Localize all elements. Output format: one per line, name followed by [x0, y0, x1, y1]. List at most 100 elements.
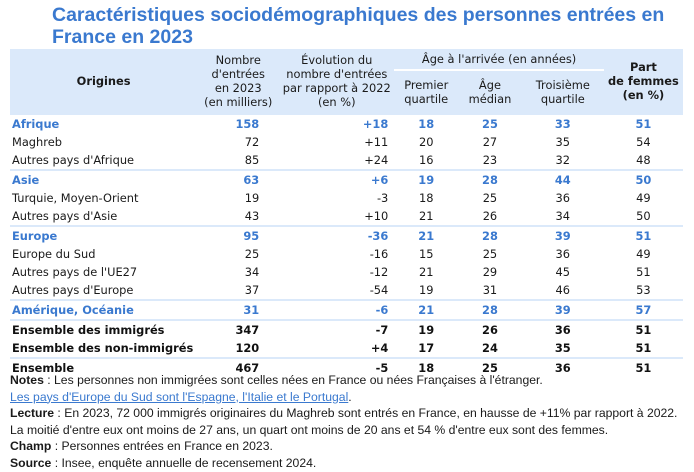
table-row: Ensemble des immigrés 347 -7 19 26 36 51 — [10, 319, 683, 339]
cell-evolution: +18 — [279, 113, 395, 133]
cell-count: 158 — [197, 113, 280, 133]
header-line: Évolution du — [301, 53, 373, 67]
champ-label: Champ — [10, 439, 52, 453]
cell-women-share: 48 — [636, 153, 651, 167]
header-line: Part — [630, 60, 657, 74]
cell-median: 29 — [482, 265, 498, 279]
table-row: Afrique 158 +18 18 25 33 51 — [10, 113, 683, 133]
table-row: Autres pays d'Afrique 85 +24 16 23 32 48 — [10, 151, 683, 170]
header-count: Nombre d'entrées en 2023 (en milliers) — [197, 49, 280, 114]
cell-third-quartile: 36 — [521, 357, 604, 377]
cell-count: 25 — [244, 247, 260, 261]
cell-women-share: 51 — [603, 225, 683, 245]
europe-sud-link[interactable]: Les pays d'Europe du Sud sont l'Espagne,… — [10, 389, 349, 404]
source-label: Source — [10, 455, 52, 470]
header-third-quartile: Troisième quartile — [521, 70, 604, 114]
page-title: Caractéristiques sociodémographiques des… — [52, 4, 665, 48]
cell-third-quartile: 44 — [521, 169, 604, 189]
header-first-quartile: Premier quartile — [394, 70, 459, 114]
table-row: Asie 63 +6 19 28 44 50 — [10, 169, 683, 189]
row-label: Autres pays d'Asie — [12, 209, 118, 223]
header-line: par rapport à 2022 — [282, 81, 391, 95]
cell-women-share: 51 — [603, 319, 683, 339]
lecture-label: Lecture — [10, 406, 55, 420]
cell-women-share: 54 — [636, 135, 651, 149]
cell-first-quartile: 18 — [394, 113, 459, 133]
cell-first-quartile: 16 — [418, 153, 434, 167]
cell-first-quartile: 21 — [418, 209, 434, 223]
cell-women-share: 57 — [603, 299, 683, 320]
notes-text: : Les personnes non immigrées sont celle… — [43, 373, 543, 387]
cell-women-share: 51 — [636, 265, 651, 279]
header-evolution: Évolution du nombre d'entrées par rappor… — [279, 49, 395, 114]
row-label: Ensemble des non-immigrés — [12, 341, 194, 355]
cell-evolution: -5 — [279, 357, 395, 377]
header-line: nombre d'entrées — [286, 67, 388, 81]
row-label: Autres pays d'Europe — [12, 283, 134, 297]
row-label: Asie — [10, 169, 198, 189]
header-age-group: Âge à l'arrivée (en années) — [394, 49, 604, 71]
row-label: Ensemble des immigrés — [10, 319, 198, 339]
cell-median: 26 — [482, 209, 498, 223]
data-table: Origines Nombre d'entrées en 2023 (en mi… — [10, 49, 683, 377]
table-row: Europe du Sud 25 -16 15 25 36 49 — [10, 245, 683, 263]
cell-median: 31 — [482, 283, 498, 297]
cell-first-quartile: 17 — [418, 341, 435, 355]
cell-evolution: +11 — [364, 135, 389, 149]
table-row: Turquie, Moyen-Orient 19 -3 18 25 36 49 — [10, 189, 683, 207]
cell-third-quartile: 32 — [555, 153, 571, 167]
cell-median: 25 — [482, 247, 498, 261]
cell-count: 347 — [197, 319, 280, 339]
cell-evolution: -16 — [369, 247, 389, 261]
champ-text: : Personnes entrées en France en 2023. — [51, 439, 273, 453]
champ-line: Champ : Personnes entrées en France en 2… — [10, 438, 690, 455]
cell-count: 34 — [244, 265, 260, 279]
cell-first-quartile: 19 — [394, 319, 459, 339]
cell-median: 25 — [482, 191, 498, 205]
cell-first-quartile: 21 — [418, 265, 434, 279]
table-row: Autres pays d'Europe 37 -54 19 31 46 53 — [10, 281, 683, 300]
notes-block: Notes : Les personnes non immigrées sont… — [10, 372, 690, 471]
cell-count: 37 — [244, 283, 260, 297]
row-label: Autres pays d'Afrique — [12, 153, 135, 167]
cell-evolution: +24 — [364, 153, 389, 167]
row-label: Amérique, Océanie — [10, 299, 198, 320]
table-row: Amérique, Océanie 31 -6 21 28 39 57 — [10, 299, 683, 320]
header-line: quartile — [540, 92, 585, 106]
source-line: Source : Insee, enquête annuelle de rece… — [10, 455, 690, 472]
cell-count: 63 — [197, 169, 280, 189]
header-line: (en %) — [317, 95, 356, 109]
cell-count: 95 — [197, 225, 280, 245]
cell-count: 72 — [244, 135, 260, 149]
row-label: Europe du Sud — [12, 247, 96, 261]
cell-evolution: -6 — [279, 299, 395, 320]
cell-count: 120 — [235, 341, 260, 355]
cell-women-share: 50 — [636, 209, 651, 223]
header-line: de femmes — [608, 74, 679, 88]
notes-label: Notes — [10, 373, 44, 387]
table-row: Autres pays d'Asie 43 +10 21 26 34 50 — [10, 207, 683, 226]
table-row: Ensemble des non-immigrés 120 +4 17 24 35 51 — [10, 339, 683, 358]
cell-count: 467 — [197, 357, 280, 377]
lecture-line: Lecture : En 2023, 72 000 immigrés origi… — [10, 405, 690, 438]
header-origins: Origines — [10, 49, 198, 114]
cell-third-quartile: 39 — [521, 299, 604, 320]
table-body: Afrique 158 +18 18 25 33 51 Maghreb 72 +11 20 27 35 5… — [10, 113, 683, 377]
cell-first-quartile: 21 — [394, 299, 459, 320]
cell-median: 28 — [458, 299, 522, 320]
cell-median: 23 — [482, 153, 498, 167]
cell-evolution: -7 — [279, 319, 395, 339]
row-label: Europe — [10, 225, 198, 245]
cell-evolution: -36 — [279, 225, 395, 245]
header-median: Âge médian — [458, 70, 522, 114]
row-label: Afrique — [10, 113, 198, 133]
header-line: en 2023 — [214, 81, 262, 95]
cell-count: 43 — [244, 209, 260, 223]
cell-median: 24 — [482, 341, 498, 355]
table-row: Ensemble 467 -5 18 25 36 51 — [10, 357, 683, 377]
cell-third-quartile: 39 — [521, 225, 604, 245]
cell-count: 19 — [244, 191, 260, 205]
cell-evolution: +10 — [364, 209, 389, 223]
cell-women-share: 50 — [603, 169, 683, 189]
header-line: (en milliers) — [204, 95, 273, 109]
